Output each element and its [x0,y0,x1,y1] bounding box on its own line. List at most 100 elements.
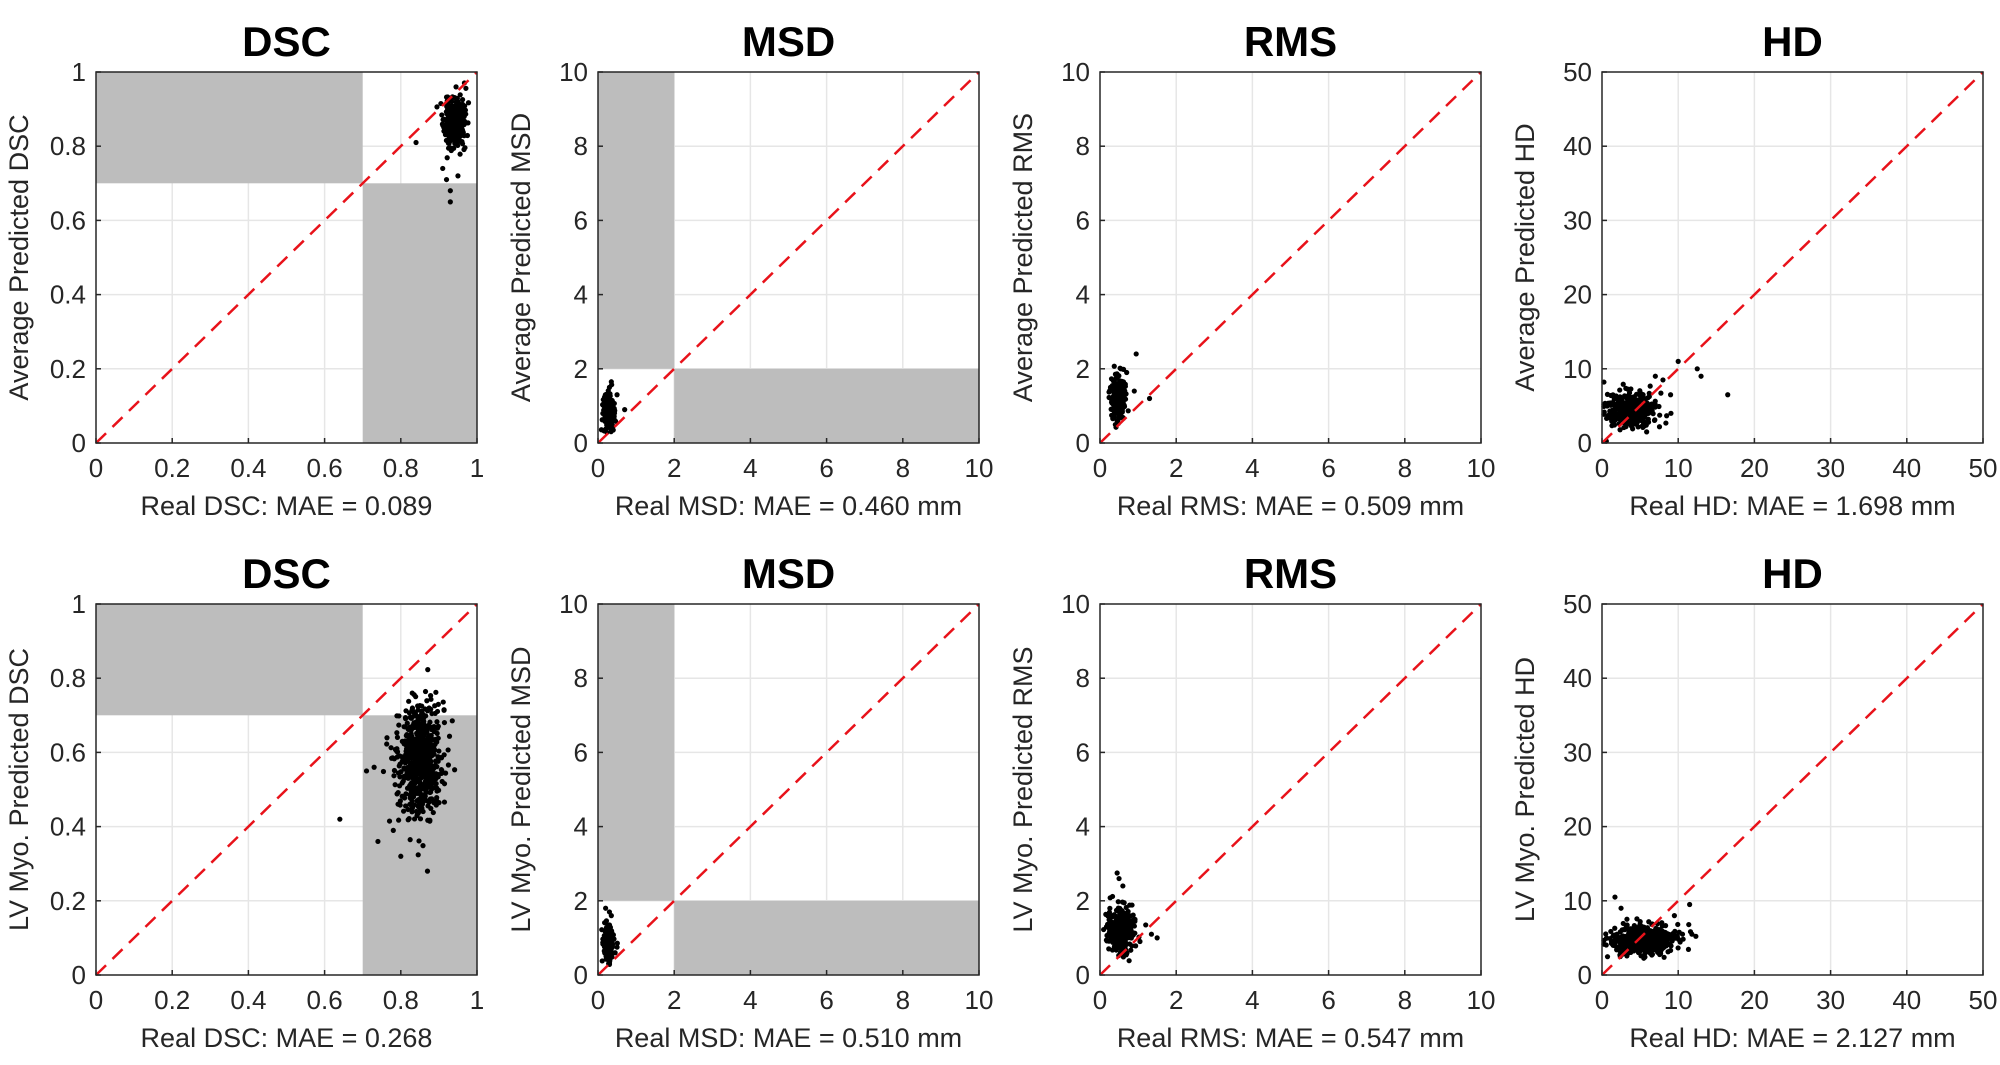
y-tick-label: 40 [1563,663,1592,693]
data-point [391,767,398,774]
data-point [1128,947,1134,953]
data-point [1618,905,1624,911]
data-point [441,707,447,713]
y-tick-label: 0 [72,960,86,990]
chart-title: HD [1762,550,1823,597]
data-point [386,818,393,824]
data-point [431,800,437,806]
data-point [622,407,628,413]
data-point [604,934,610,940]
data-point [412,749,418,755]
data-point [1607,401,1613,408]
data-point [1642,412,1648,418]
data-point [607,391,613,397]
data-point [441,799,448,805]
data-point [434,719,440,725]
data-point [1620,938,1626,944]
data-point [1637,392,1643,399]
x-tick-label: 20 [1740,985,1769,1015]
data-point [1689,931,1695,937]
data-point [1118,915,1124,922]
y-tick-label: 30 [1563,737,1592,767]
data-point [1631,946,1637,952]
data-point [429,776,435,782]
data-point [428,762,434,768]
data-point [428,696,434,702]
data-point [1656,931,1662,937]
data-point [1619,401,1625,407]
x-tick-label: 10 [1664,453,1693,483]
data-point [1671,913,1677,919]
data-point [431,751,437,757]
data-point [1624,922,1630,928]
y-tick-label: 8 [1076,131,1090,161]
data-point [428,706,434,712]
data-point [447,188,453,194]
identity-line [1099,603,1482,976]
identity-line [95,71,478,444]
identity-line [1099,71,1482,444]
data-point [422,738,429,744]
data-point [1652,401,1658,407]
y-tick-label: 50 [1563,589,1592,619]
data-point [394,730,400,736]
y-tick-label: 8 [1076,663,1090,693]
data-point [606,944,612,951]
x-axis-label: Real MSD: MAE = 0.460 mm [615,491,962,521]
y-tick-label: 0 [1578,428,1592,458]
data-point [1646,938,1652,944]
data-point [434,104,440,110]
data-point [599,958,605,964]
data-point [1624,399,1630,405]
data-point [1668,410,1674,416]
data-point [1629,941,1635,947]
data-point [394,713,400,719]
data-point [390,755,396,761]
x-tick-label: 2 [667,453,681,483]
data-point [1122,929,1128,935]
data-point [404,720,410,726]
data-point [1111,363,1117,369]
x-tick-label: 4 [1245,985,1259,1015]
data-point [409,714,415,720]
data-point [413,139,419,146]
data-point [394,754,400,760]
data-point [1635,424,1641,430]
data-point [1116,398,1122,405]
data-point [406,774,412,780]
shaded-region [362,183,477,444]
data-point [394,734,401,740]
y-tick-label: 0.8 [50,131,86,161]
axes-frame [597,71,980,444]
y-tick-label: 10 [559,589,588,619]
x-tick-label: 0 [1595,985,1609,1015]
y-tick-label: 0.2 [50,886,86,916]
data-point [1107,895,1113,901]
data-point [439,112,445,118]
identity-line [597,71,980,444]
y-axis-label: LV Myo. Predicted MSD [506,646,536,932]
data-point [1657,951,1663,958]
y-tick-label: 0.8 [50,663,86,693]
data-point [607,956,613,963]
data-point [407,801,413,807]
data-point [1658,390,1664,396]
data-point [1107,929,1113,935]
data-point [399,780,405,786]
scatter-points [1601,358,1731,444]
data-point [375,838,381,845]
panel-average-rms: 0 2 4 6 8 10 0 2 4 6 8 10 RMS Real RMS: MAE = 0.509 m… [1008,18,1495,521]
y-tick-label: 0.6 [50,737,86,767]
data-point [1106,917,1112,923]
data-point [408,794,414,800]
data-point [413,775,420,781]
identity-line [1601,71,1984,444]
data-point [1621,927,1627,933]
scatter-points [337,667,458,874]
y-tick-label: 8 [574,663,588,693]
data-point [1623,424,1629,430]
data-point [427,789,434,795]
data-point [452,94,458,101]
data-point [396,722,402,728]
data-point [1118,943,1124,949]
